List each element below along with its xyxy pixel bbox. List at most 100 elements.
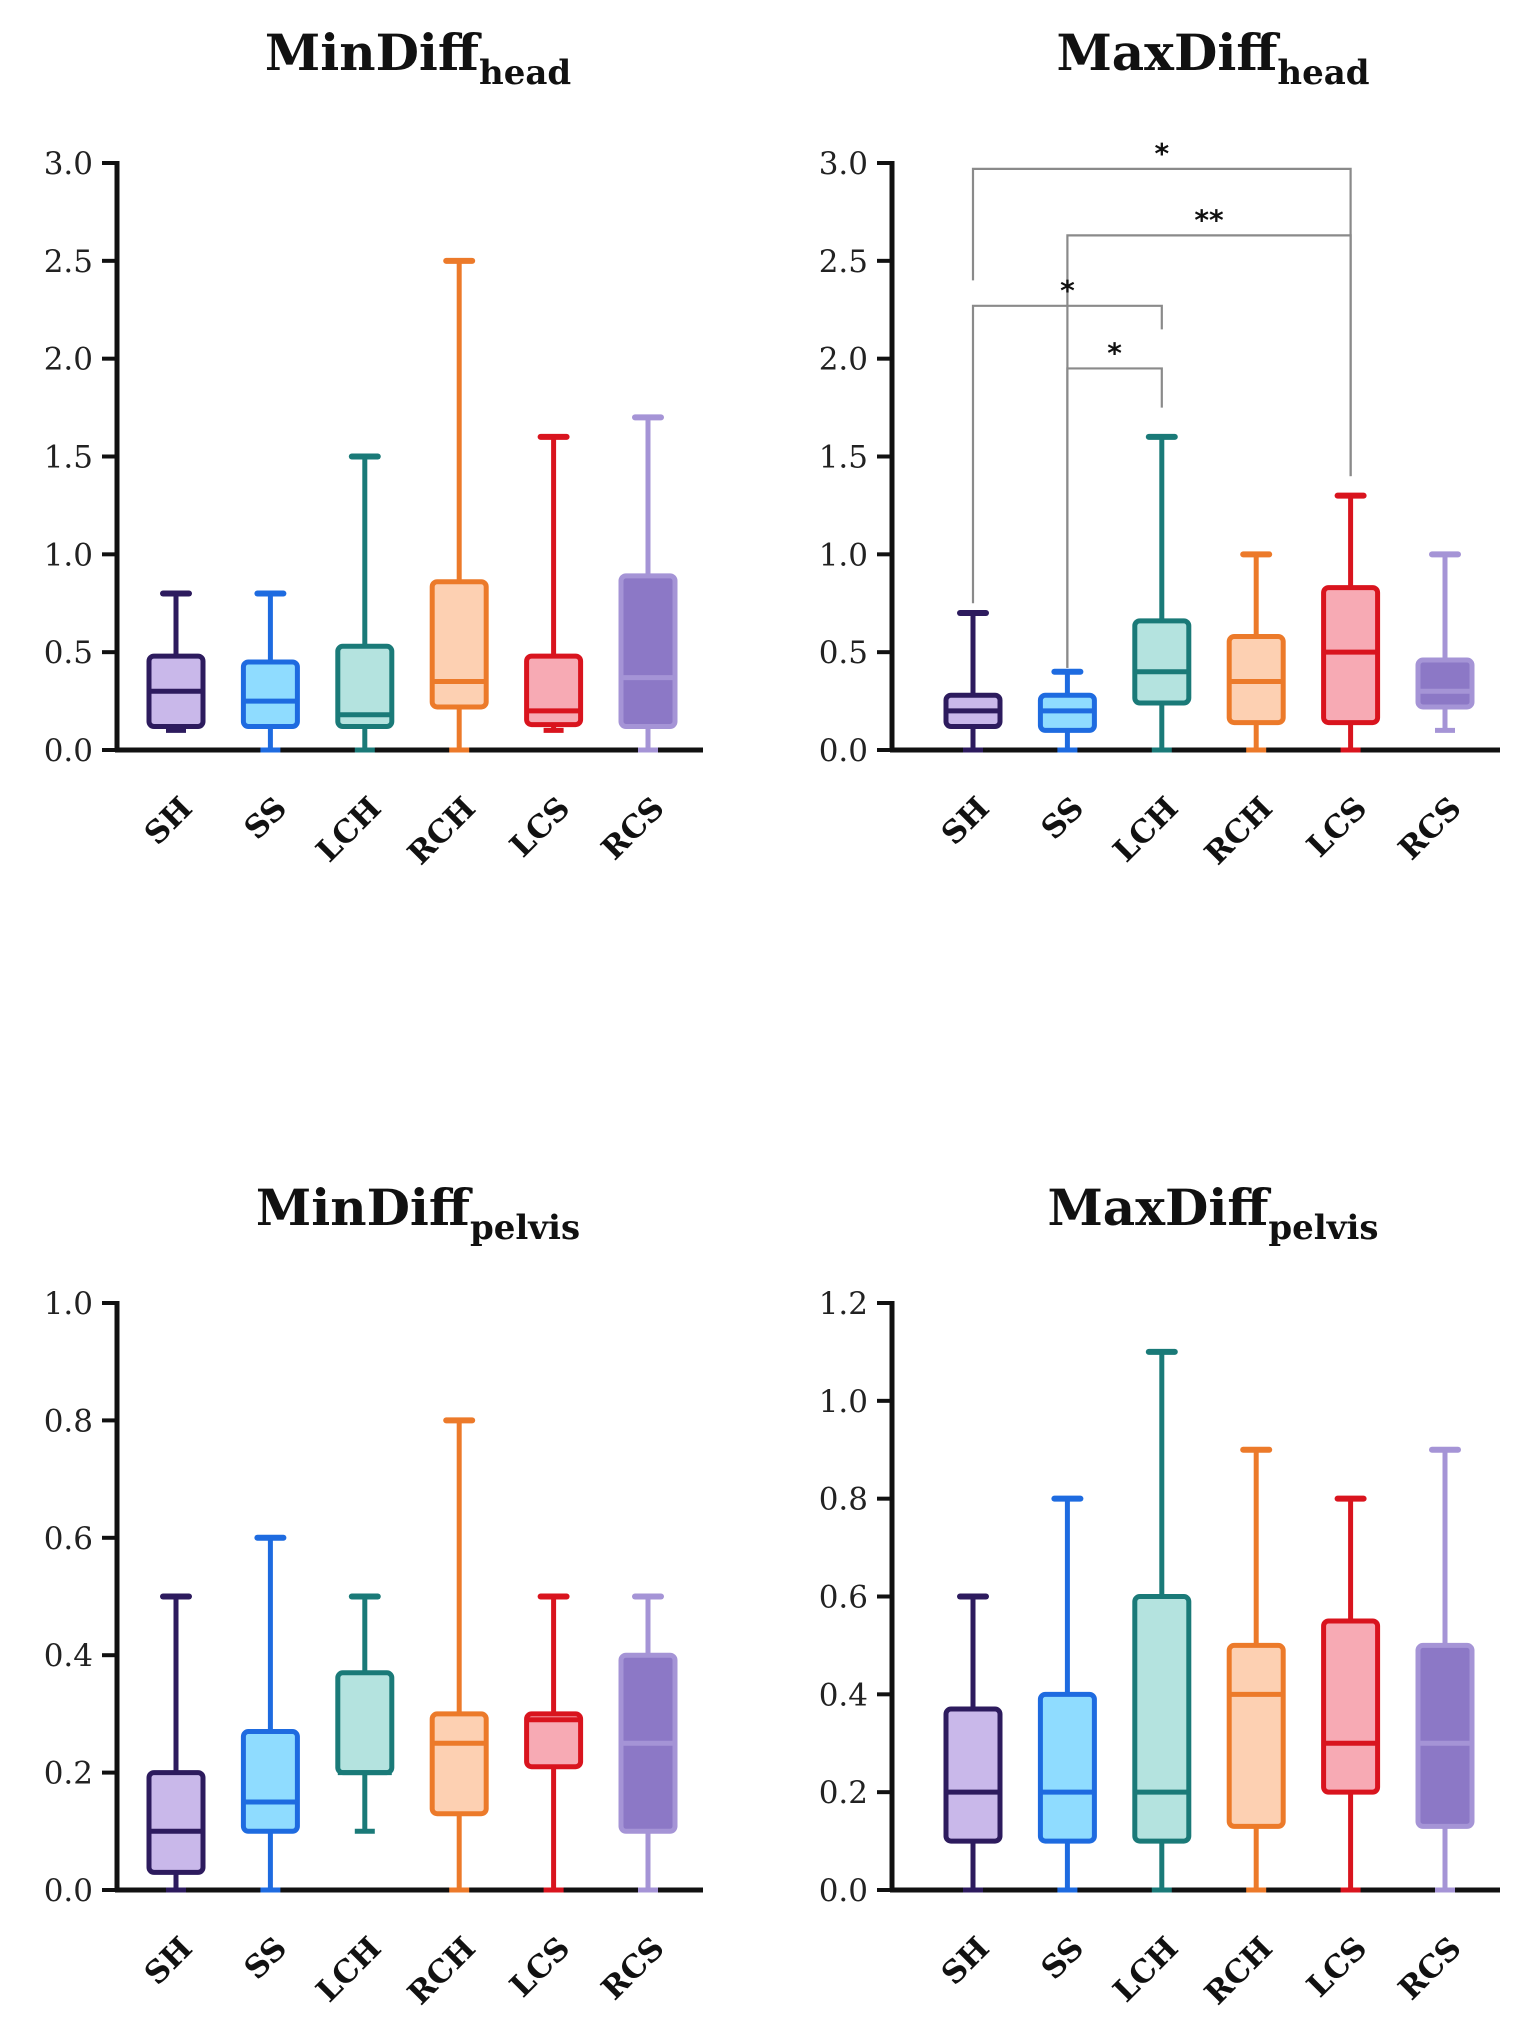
box-rch xyxy=(429,257,489,753)
y-tick-label: 1.2 xyxy=(819,1286,868,1322)
significance-label: ** xyxy=(1194,203,1224,236)
box-lch xyxy=(335,453,395,753)
y-tick-label: 1.0 xyxy=(819,1384,868,1420)
y-tick-label: 1.5 xyxy=(44,440,93,476)
y-tick-label: 0.6 xyxy=(44,1521,93,1557)
chart-title: MaxDiffhead xyxy=(1056,23,1369,93)
box-iqr xyxy=(943,1706,1003,1844)
chart-title-main: MaxDiff xyxy=(1047,1178,1271,1237)
significance-label: * xyxy=(1107,336,1122,369)
chart-title: MinDiffpelvis xyxy=(256,1178,580,1248)
box-iqr xyxy=(1321,585,1381,726)
box-lcs xyxy=(1321,492,1381,753)
chart-title-subscript: pelvis xyxy=(1268,1208,1378,1248)
box-iqr xyxy=(1415,1642,1475,1829)
y-tick-label: 0.0 xyxy=(44,733,93,769)
category-label-ss: SS xyxy=(1034,790,1091,847)
y-tick-label: 1.0 xyxy=(44,1286,93,1322)
bracket-line xyxy=(1066,367,1163,668)
box-lch xyxy=(335,1593,395,1834)
box-iqr xyxy=(335,1670,395,1776)
category-label-sh: SH xyxy=(935,790,997,852)
category-label-lch: LCH xyxy=(1106,790,1185,869)
category-label-sh: SH xyxy=(138,1930,200,1992)
chart-title-subscript: pelvis xyxy=(470,1208,580,1248)
chart-title: MinDiffhead xyxy=(265,23,571,93)
box-iqr xyxy=(1037,1691,1097,1844)
chart-title: MaxDiffpelvis xyxy=(1047,1178,1378,1248)
category-label-ss: SS xyxy=(237,1930,294,1987)
category-label-lch: LCH xyxy=(309,1930,388,2009)
y-tick-label: 0.8 xyxy=(819,1482,868,1518)
box-lcs xyxy=(524,433,584,733)
box-sh xyxy=(943,1593,1003,1893)
y-tick-label: 1.0 xyxy=(44,537,93,573)
category-label-rcs: RCS xyxy=(595,790,672,867)
box-lch xyxy=(1132,1348,1192,1893)
y-tick-label: 2.0 xyxy=(44,342,93,378)
significance-bracket-4: * xyxy=(1066,336,1163,668)
box-rch xyxy=(1226,1446,1286,1893)
y-tick-label: 3.0 xyxy=(44,146,93,182)
significance-label: * xyxy=(1060,274,1075,307)
chart-title-main: MinDiff xyxy=(265,23,482,82)
box-rch xyxy=(429,1417,489,1893)
significance-bracket-2: ** xyxy=(1066,203,1352,668)
category-label-lcs: LCS xyxy=(503,790,577,864)
y-tick-label: 0.4 xyxy=(44,1638,93,1674)
box-iqr xyxy=(335,643,395,730)
y-tick-label: 2.5 xyxy=(819,244,868,280)
category-label-lcs: LCS xyxy=(1300,790,1374,864)
chart-title-main: MinDiff xyxy=(256,1178,473,1237)
category-label-rch: RCH xyxy=(1198,1930,1280,2012)
category-label-rch: RCH xyxy=(401,790,483,872)
significance-label: * xyxy=(1154,137,1169,170)
category-label-rcs: RCS xyxy=(1392,790,1469,867)
category-label-rcs: RCS xyxy=(595,1930,672,2007)
box-iqr xyxy=(1226,1642,1286,1829)
box-iqr xyxy=(618,573,678,730)
box-iqr xyxy=(146,1770,206,1875)
y-tick-label: 2.5 xyxy=(44,244,93,280)
y-tick-label: 0.0 xyxy=(819,1873,868,1909)
box-rcs xyxy=(1415,551,1475,733)
box-sh xyxy=(146,1593,206,1893)
category-label-lch: LCH xyxy=(309,790,388,869)
category-label-rcs: RCS xyxy=(1392,1930,1469,2007)
y-tick-label: 0.2 xyxy=(819,1775,868,1811)
category-label-lcs: LCS xyxy=(503,1930,577,2004)
y-tick-label: 1.5 xyxy=(819,440,868,476)
category-label-sh: SH xyxy=(138,790,200,852)
box-iqr xyxy=(429,1711,489,1817)
category-label-ss: SS xyxy=(1034,1930,1091,1987)
y-tick-label: 0.0 xyxy=(44,1873,93,1909)
box-sh xyxy=(146,590,206,733)
chart-panel-4: MaxDiffpelvis 0.0 0.2 0.4 0.6 0.8 1.0 1.2 SH SS LC… xyxy=(819,1178,1500,2012)
category-label-rch: RCH xyxy=(1198,790,1280,872)
box-iqr xyxy=(240,659,300,730)
category-label-rch: RCH xyxy=(401,1930,483,2012)
bracket-line xyxy=(1066,234,1352,668)
box-ss xyxy=(1037,1495,1097,1893)
box-lch xyxy=(1132,433,1192,753)
box-lcs xyxy=(1321,1495,1381,1893)
y-tick-label: 1.0 xyxy=(819,537,868,573)
box-lcs xyxy=(524,1593,584,1893)
category-label-lcs: LCS xyxy=(1300,1930,1374,2004)
y-tick-label: 2.0 xyxy=(819,342,868,378)
box-iqr xyxy=(1415,657,1475,710)
box-rcs xyxy=(1415,1446,1475,1893)
box-rch xyxy=(1226,551,1286,753)
chart-title-main: MaxDiff xyxy=(1056,23,1280,82)
significance-bracket-3: * xyxy=(971,274,1163,604)
y-tick-label: 0.5 xyxy=(44,635,93,671)
box-sh xyxy=(943,610,1003,753)
y-tick-label: 0.6 xyxy=(819,1580,868,1616)
box-iqr xyxy=(1132,618,1192,706)
box-ss xyxy=(1037,668,1097,753)
y-tick-label: 0.5 xyxy=(819,635,868,671)
bracket-line xyxy=(971,304,1163,604)
